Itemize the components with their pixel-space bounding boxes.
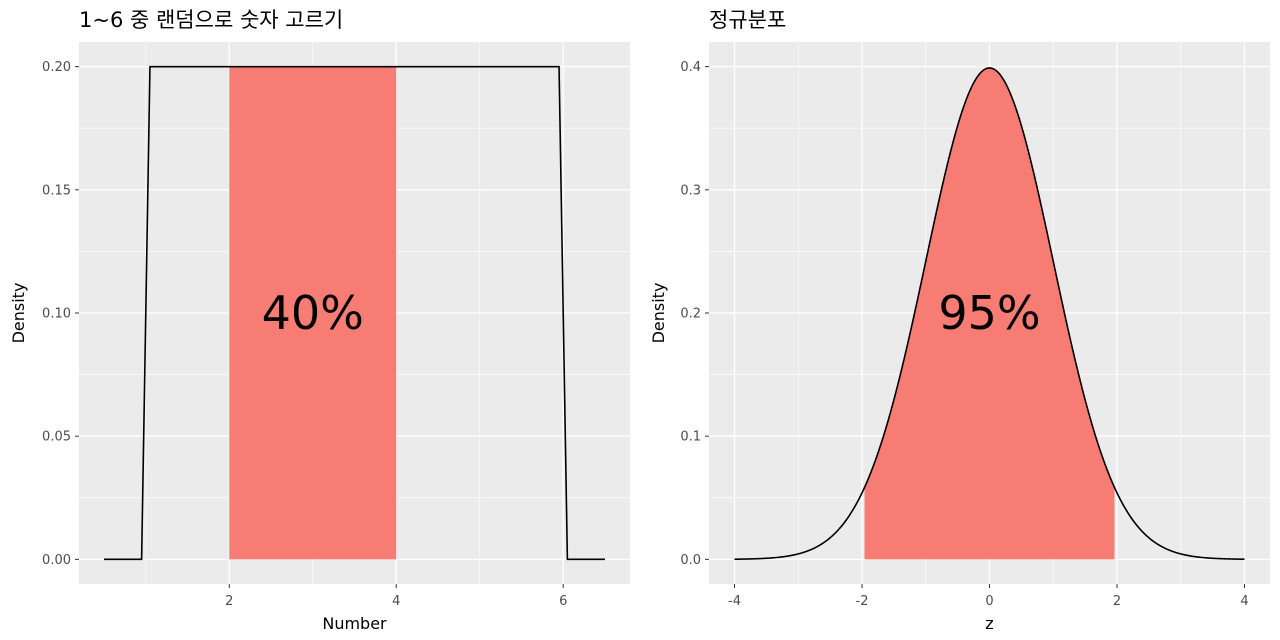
uniform-chart: 0.00 0.05 0.10 0.15 0.20 2 4 6 40% Number Dens… <box>9 42 630 633</box>
shaded-area <box>864 67 1115 560</box>
y-tick-label: 0.20 <box>42 60 71 75</box>
x-tick-label: -2 <box>856 594 869 609</box>
uniform-chart-panel: 1~6 중 랜덤으로 숫자 고르기 0.00 0.05 0.10 0.15 0.20 2… <box>9 8 630 633</box>
percentage-annotation: 40% <box>262 286 364 340</box>
y-tick-label: 0.00 <box>42 553 71 568</box>
x-tick-label: 2 <box>1113 594 1121 609</box>
x-ticks: 2 4 6 <box>225 584 567 609</box>
normal-chart: 0.0 0.1 0.2 0.3 0.4 -4 -2 0 2 4 95% z Density <box>649 42 1270 633</box>
x-axis-title: z <box>985 614 993 633</box>
x-tick-label: 2 <box>225 594 233 609</box>
x-tick-label: 4 <box>392 594 400 609</box>
y-ticks: 0.0 0.1 0.2 0.3 0.4 <box>680 60 709 568</box>
y-ticks: 0.00 0.05 0.10 0.15 0.20 <box>42 60 79 568</box>
shaded-area <box>229 66 397 560</box>
y-tick-label: 0.10 <box>42 307 71 322</box>
y-tick-label: 0.2 <box>680 307 701 322</box>
y-tick-label: 0.0 <box>680 553 701 568</box>
chart-title: 1~6 중 랜덤으로 숫자 고르기 <box>79 8 344 32</box>
percentage-annotation: 95% <box>938 286 1040 340</box>
x-axis-title: Number <box>322 614 387 633</box>
y-tick-label: 0.1 <box>680 430 701 445</box>
density-curve <box>104 65 605 561</box>
x-ticks: -4 -2 0 2 4 <box>728 584 1249 609</box>
x-tick-label: -4 <box>728 594 741 609</box>
x-tick-label: 6 <box>559 594 567 609</box>
density-curve <box>734 67 1245 560</box>
y-tick-label: 0.3 <box>680 183 701 198</box>
y-tick-label: 0.15 <box>42 183 71 198</box>
y-tick-label: 0.05 <box>42 430 71 445</box>
normal-chart-panel: 정규분포 0.0 0.1 0.2 0.3 0.4 -4 -2 0 2 4 95% z Densi… <box>640 0 1280 640</box>
y-tick-label: 0.4 <box>680 60 701 75</box>
chart-title: 정규분포 <box>709 8 787 32</box>
x-tick-label: 4 <box>1240 594 1248 609</box>
x-tick-label: 0 <box>985 594 993 609</box>
y-axis-title: Density <box>9 283 28 344</box>
y-axis-title: Density <box>649 283 668 344</box>
